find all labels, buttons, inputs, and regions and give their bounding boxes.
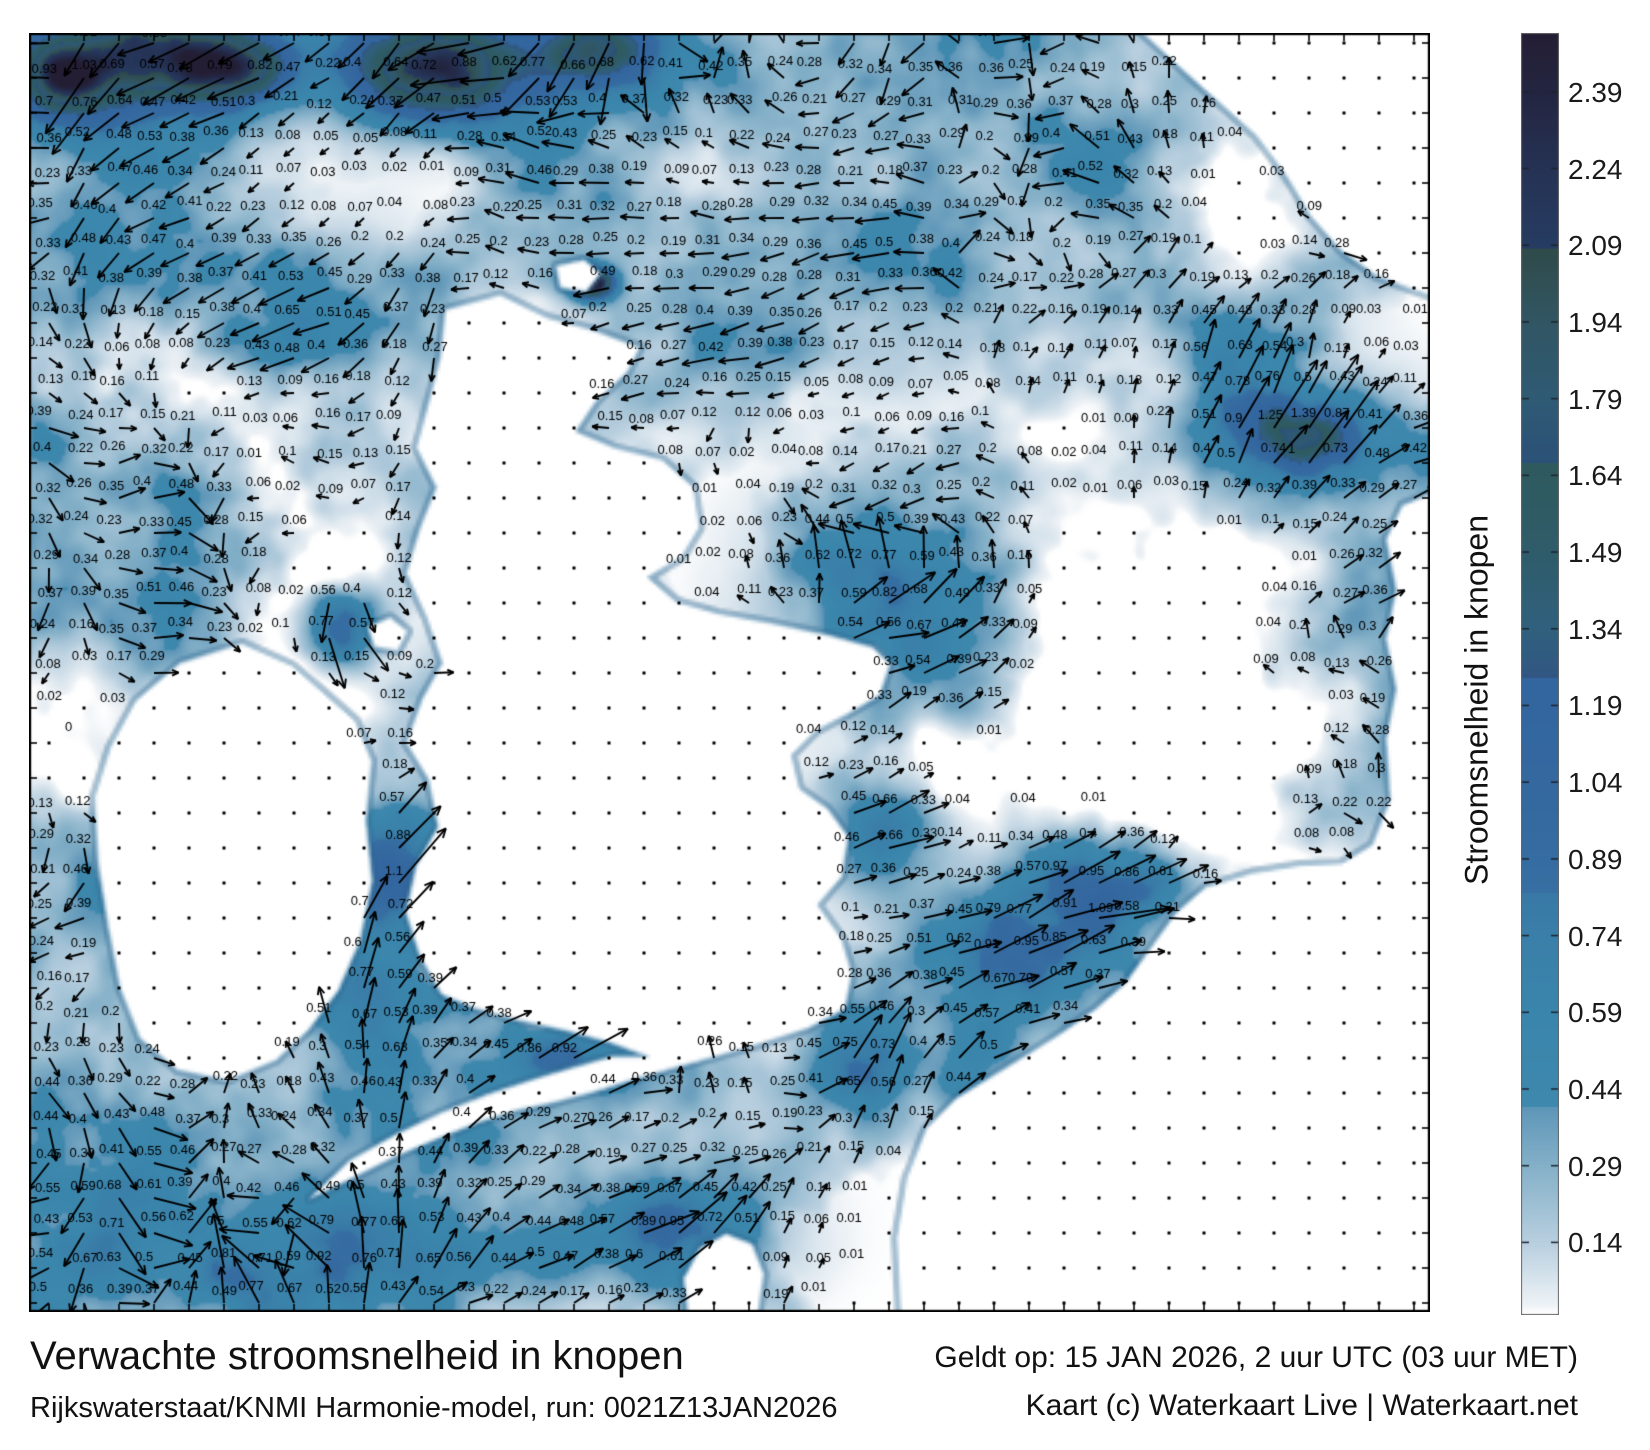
- colorbar-tick-label: 1.04: [1568, 767, 1623, 799]
- colorbar-tick-label: 1.34: [1568, 613, 1623, 645]
- colorbar-tick-label: 0.29: [1568, 1150, 1623, 1182]
- colorbar-tick-label: 1.64: [1568, 460, 1623, 492]
- colorbar-tick-label: 1.19: [1568, 690, 1623, 722]
- current-map: [29, 33, 1430, 1312]
- colorbar-tick-label: 0.89: [1568, 843, 1623, 875]
- model-run-info: Rijkswaterstaat/KNMI Harmonie-model, run…: [30, 1392, 838, 1424]
- colorbar-tick-label: 1.94: [1568, 306, 1623, 338]
- map-title: Verwachte stroomsnelheid in knopen: [30, 1334, 684, 1378]
- colorbar-tick-label: 0.14: [1568, 1227, 1623, 1259]
- validity-datetime: Geldt op: 15 JAN 2026, 2 uur UTC (03 uur…: [934, 1341, 1578, 1374]
- colorbar-tick-label: 2.39: [1568, 76, 1623, 108]
- colorbar-tick-label: 2.24: [1568, 153, 1623, 185]
- colorbar-axis-label: Stroomsnelheid in knopen: [1458, 514, 1495, 886]
- colorbar-tick-label: 0.44: [1568, 1073, 1623, 1105]
- colorbar-tick-label: 1.49: [1568, 537, 1623, 569]
- colorbar: [1521, 33, 1559, 1315]
- colorbar-tick-label: 0.59: [1568, 997, 1623, 1029]
- colorbar-tick-label: 0.74: [1568, 920, 1623, 952]
- colorbar-tick-label: 1.79: [1568, 383, 1623, 415]
- copyright-attribution: Kaart (c) Waterkaart Live | Waterkaart.n…: [1025, 1389, 1578, 1422]
- colorbar-tick-label: 2.09: [1568, 230, 1623, 262]
